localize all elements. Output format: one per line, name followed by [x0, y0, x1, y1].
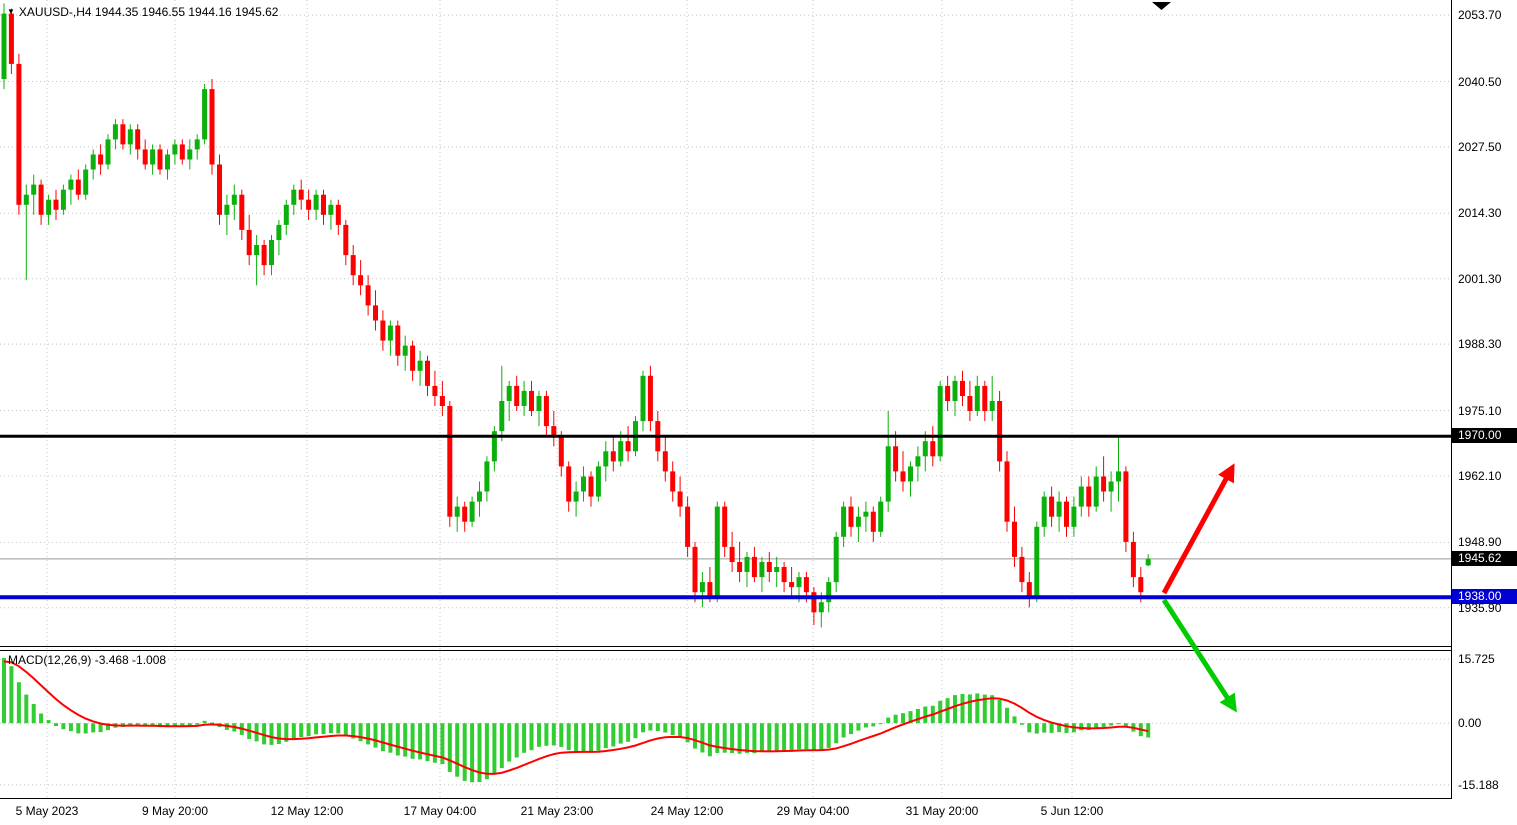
symbol-header: ▼ XAUUSD-,H4 1944.35 1946.55 1944.16 194… — [7, 5, 278, 19]
price-scale-label: 2001.30 — [1458, 271, 1502, 286]
trend-arrow-up[interactable] — [1161, 463, 1235, 595]
macd-scale-label: -15.188 — [1458, 777, 1499, 792]
price-scale-label: 2027.50 — [1458, 139, 1502, 154]
macd-scale-label: 15.725 — [1458, 652, 1495, 667]
price-scale-label: 1948.90 — [1458, 535, 1502, 550]
time-axis[interactable]: 5 May 2023 9 May 20:00 12 May 12:00 17 May … — [0, 799, 1452, 825]
time-axis-label: 12 May 12:00 — [270, 804, 344, 818]
time-axis-label: 5 Jun 12:00 — [1040, 804, 1104, 818]
price-scale[interactable]: 2053.70 2040.50 2027.50 2014.30 2001.30 1988.… — [1452, 0, 1517, 825]
macd-signal-line — [3, 660, 1149, 775]
price-scale-label: 1962.10 — [1458, 468, 1502, 483]
time-axis-label: 9 May 20:00 — [141, 804, 209, 818]
time-axis-label: 21 May 23:00 — [520, 804, 594, 818]
price-scale-label: 2014.30 — [1458, 206, 1502, 221]
time-axis-label: 5 May 2023 — [15, 804, 79, 818]
time-axis-label: 17 May 04:00 — [403, 804, 477, 818]
price-scale-label: 1935.90 — [1458, 600, 1502, 615]
price-scale-label: 1975.10 — [1458, 403, 1502, 418]
price-scale-badge: 1938.00 — [1452, 589, 1517, 605]
chart-shift-marker-icon[interactable] — [1152, 2, 1171, 10]
price-scale-badge: 1970.00 — [1452, 428, 1517, 444]
time-axis-label: 29 May 04:00 — [776, 804, 850, 818]
trend-arrow-down[interactable] — [1161, 598, 1237, 713]
price-scale-label: 1988.30 — [1458, 337, 1502, 352]
macd-scale-label: 0.00 — [1458, 716, 1482, 731]
horizontal-lines[interactable] — [0, 434, 1451, 600]
candlesticks[interactable] — [1, 3, 1151, 628]
macd-indicator-label: MACD(12,26,9) -3.468 -1.008 — [8, 653, 167, 667]
grid — [0, 0, 1451, 798]
price-scale-label: 2053.70 — [1458, 8, 1502, 23]
symbol-ohlc-text: XAUUSD-,H4 1944.35 1946.55 1944.16 1945.… — [18, 5, 279, 19]
panel-borders — [0, 0, 1452, 825]
macd-histogram[interactable] — [2, 658, 1151, 783]
price-scale-badge: 1945.62 — [1452, 550, 1517, 566]
price-scale-label: 2040.50 — [1458, 74, 1502, 89]
trend-arrows[interactable] — [1161, 463, 1237, 713]
chart-symbol-icon: ▼ — [7, 7, 15, 16]
time-axis-label: 24 May 12:00 — [650, 804, 724, 818]
time-axis-label: 31 May 20:00 — [905, 804, 979, 818]
